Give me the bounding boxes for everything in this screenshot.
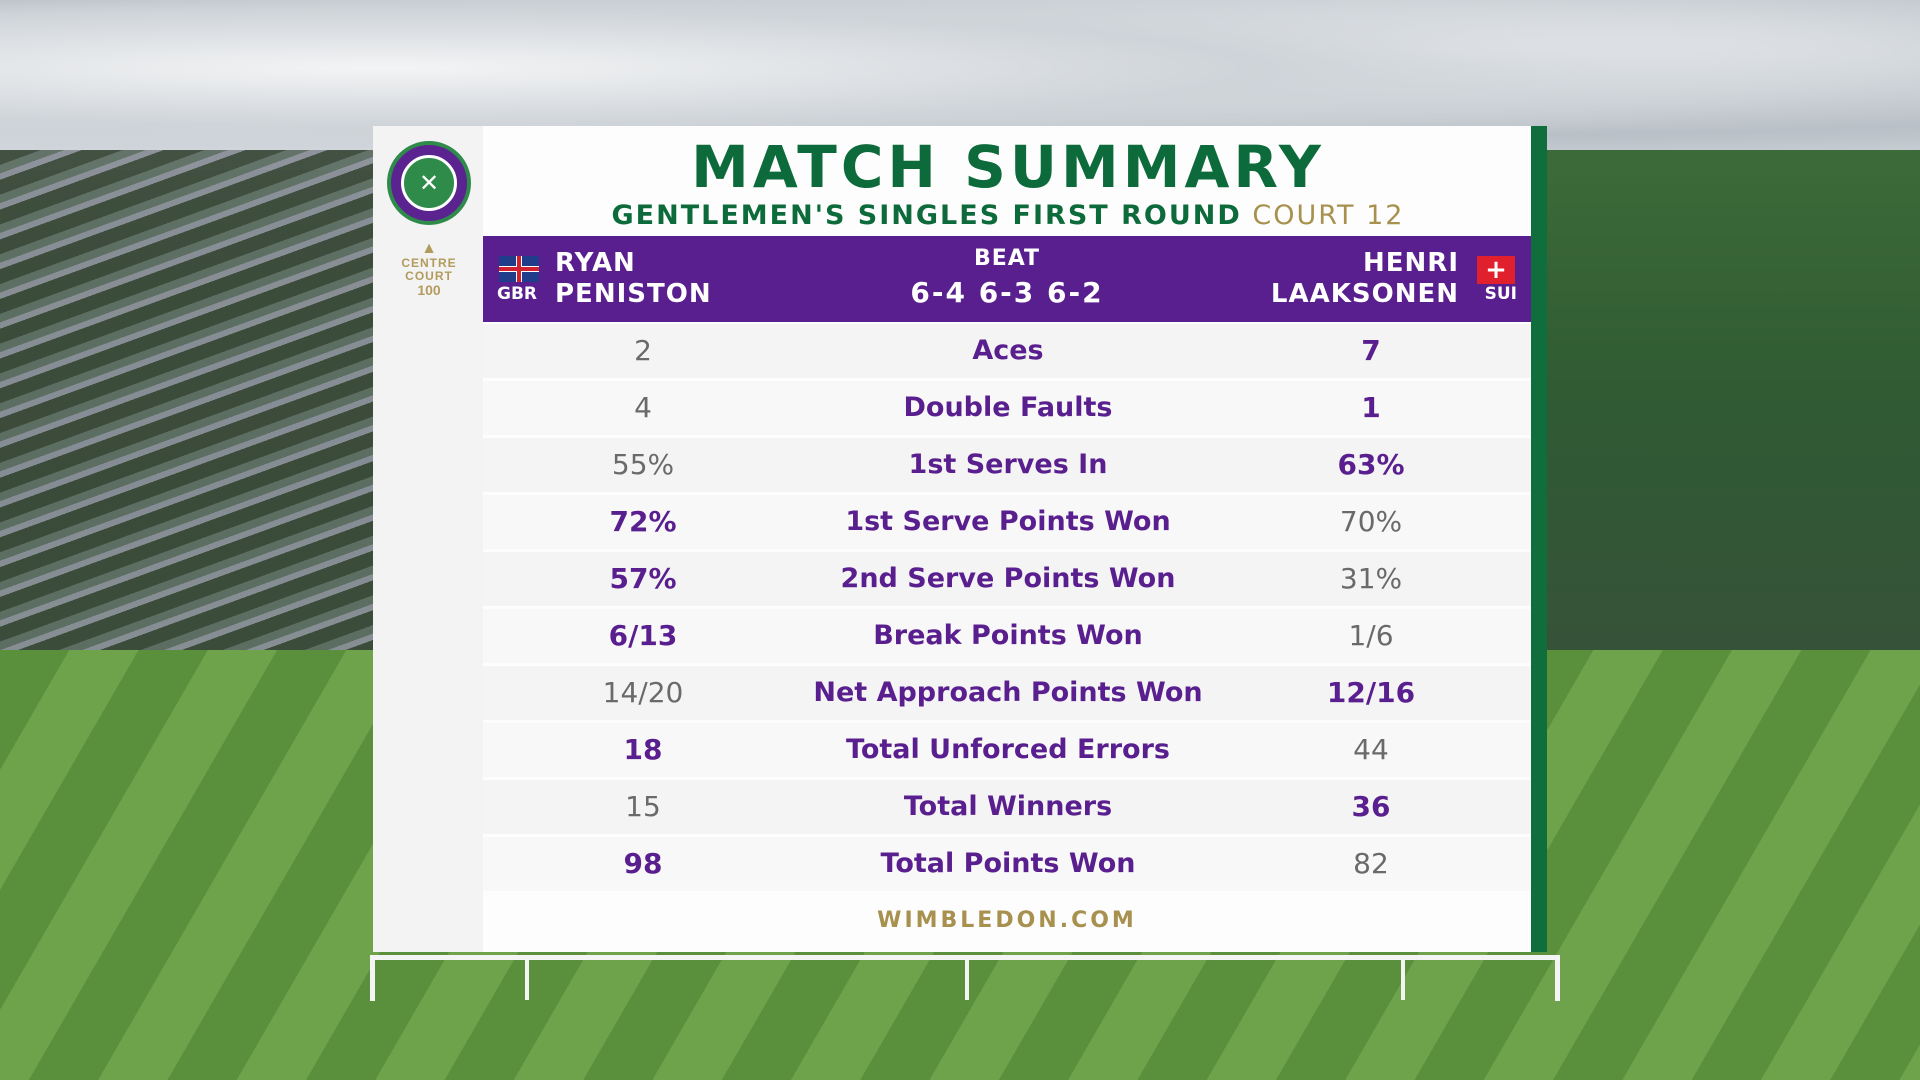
cc-line1: CENTRE — [401, 256, 457, 270]
logo-column: ✕ ▲ CENTRE COURT 100 — [373, 126, 483, 952]
stat-label: Net Approach Points Won — [813, 677, 1203, 708]
stat-row: 15 Total Winners 36 — [483, 780, 1531, 834]
stat-label: 1st Serve Points Won — [845, 506, 1171, 537]
left-player-last: PENISTON — [555, 279, 712, 309]
stat-right-value: 1 — [1361, 391, 1381, 424]
right-player-last: LAAKSONEN — [1270, 279, 1459, 309]
stat-right-value: 36 — [1351, 790, 1391, 823]
stat-left-value: 14/20 — [602, 676, 684, 709]
stat-left-value: 98 — [623, 847, 663, 880]
stat-left-value: 18 — [623, 733, 663, 766]
right-player-first: HENRI — [1363, 248, 1459, 278]
stat-label: Break Points Won — [873, 620, 1143, 651]
stat-right-value: 44 — [1353, 733, 1389, 766]
stat-right-value: 7 — [1361, 334, 1381, 367]
stat-left-value: 15 — [625, 790, 661, 823]
stat-label: Aces — [972, 335, 1044, 366]
stat-left-value: 57% — [609, 562, 677, 595]
right-country-code: SUI — [1484, 284, 1517, 304]
stat-left-value: 2 — [634, 334, 652, 367]
stat-row: 72% 1st Serve Points Won 70% — [483, 495, 1531, 549]
stat-row: 98 Total Points Won 82 — [483, 837, 1531, 891]
match-score: 6-4 6-3 6-2 — [910, 276, 1104, 309]
stat-right-value: 31% — [1339, 562, 1403, 595]
result-label: BEAT — [973, 246, 1041, 271]
centre-court-100-logo: ▲ CENTRE COURT 100 — [385, 241, 473, 311]
page-title: MATCH SUMMARY — [691, 133, 1325, 201]
stats-table: 2 Aces 7 4 Double Faults 1 55% 1st Serve… — [483, 324, 1531, 894]
stat-row: 14/20 Net Approach Points Won 12/16 — [483, 666, 1531, 720]
gbr-flag-icon — [499, 256, 539, 282]
stat-label: Total Unforced Errors — [846, 734, 1170, 765]
stat-right-value: 70% — [1339, 505, 1403, 538]
left-player-name: RYAN PENISTON — [555, 248, 712, 310]
stat-row: 55% 1st Serves In 63% — [483, 438, 1531, 492]
stat-row: 4 Double Faults 1 — [483, 381, 1531, 435]
court-lines — [370, 955, 1560, 1001]
match-subtitle: GENTLEMEN'S SINGLES FIRST ROUND COURT 12 — [483, 196, 1533, 236]
left-country-code: GBR — [497, 284, 538, 304]
court-label: COURT 12 — [1252, 200, 1405, 231]
stat-left-value: 6/13 — [608, 619, 678, 652]
right-player-name: HENRI LAAKSONEN — [1271, 248, 1459, 310]
players-header: GBR RYAN PENISTON BEAT 6-4 6-3 6-2 HENRI… — [483, 236, 1531, 322]
stat-row: 18 Total Unforced Errors 44 — [483, 723, 1531, 777]
cc-line2: COURT — [405, 269, 453, 283]
website-footer: WIMBLEDON.COM — [877, 908, 1137, 933]
left-player-first: RYAN — [555, 248, 636, 278]
sui-flag-icon: + — [1477, 256, 1515, 284]
cc-line3: 100 — [417, 282, 441, 298]
stat-label: Total Winners — [903, 791, 1113, 822]
stat-right-value: 63% — [1337, 448, 1405, 481]
round-label: GENTLEMEN'S SINGLES FIRST ROUND — [611, 200, 1242, 231]
stat-row: 6/13 Break Points Won 1/6 — [483, 609, 1531, 663]
stat-right-value: 12/16 — [1326, 676, 1416, 709]
stat-left-value: 55% — [611, 448, 675, 481]
stat-label: Total Points Won — [880, 848, 1136, 879]
stat-label: 2nd Serve Points Won — [840, 563, 1176, 594]
green-accent-bar — [1531, 126, 1547, 952]
stat-row: 57% 2nd Serve Points Won 31% — [483, 552, 1531, 606]
stat-row: 2 Aces 7 — [483, 324, 1531, 378]
championships-logo-icon: ✕ — [387, 141, 471, 225]
match-summary-panel: ✕ ▲ CENTRE COURT 100 MATCH SUMMARY GENTL… — [373, 126, 1547, 952]
stat-right-value: 1/6 — [1348, 619, 1394, 652]
stat-left-value: 72% — [609, 505, 677, 538]
stat-left-value: 4 — [634, 391, 652, 424]
stat-label: 1st Serves In — [908, 449, 1108, 480]
stat-right-value: 82 — [1353, 847, 1389, 880]
stat-label: Double Faults — [903, 392, 1113, 423]
crown-icon: ▲ — [421, 240, 437, 257]
